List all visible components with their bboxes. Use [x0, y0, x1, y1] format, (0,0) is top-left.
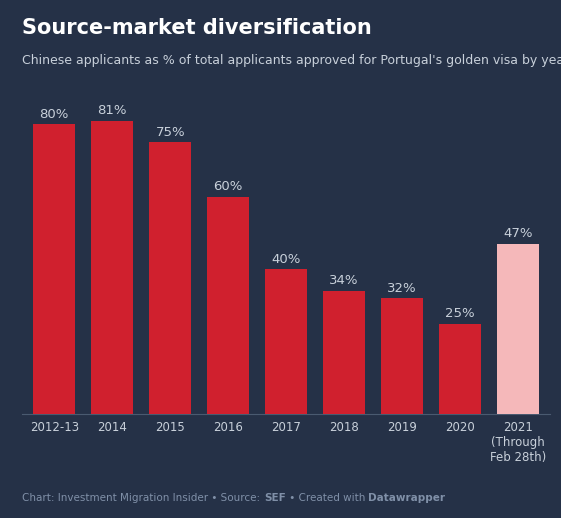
Text: 40%: 40% — [272, 253, 301, 266]
Text: 80%: 80% — [40, 108, 69, 121]
Text: Source-market diversification: Source-market diversification — [22, 18, 372, 38]
Bar — [323, 291, 365, 414]
Bar — [265, 269, 307, 414]
Bar — [149, 142, 191, 414]
Text: Datawrapper: Datawrapper — [368, 494, 445, 503]
Bar — [34, 124, 75, 414]
Bar — [91, 121, 133, 414]
Text: 75%: 75% — [155, 126, 185, 139]
Text: 47%: 47% — [503, 227, 532, 240]
Bar — [208, 197, 249, 414]
Bar — [497, 244, 539, 414]
Bar — [381, 298, 423, 414]
Text: • Created with: • Created with — [286, 494, 368, 503]
Text: 60%: 60% — [214, 180, 243, 193]
Text: SEF: SEF — [264, 494, 286, 503]
Bar — [439, 324, 481, 414]
Text: 34%: 34% — [329, 275, 359, 287]
Text: 32%: 32% — [387, 282, 417, 295]
Text: 25%: 25% — [445, 307, 475, 320]
Text: Chart: Investment Migration Insider • Source:: Chart: Investment Migration Insider • So… — [22, 494, 264, 503]
Text: 81%: 81% — [98, 104, 127, 117]
Text: Chinese applicants as % of total applicants approved for Portugal's golden visa : Chinese applicants as % of total applica… — [22, 54, 561, 67]
